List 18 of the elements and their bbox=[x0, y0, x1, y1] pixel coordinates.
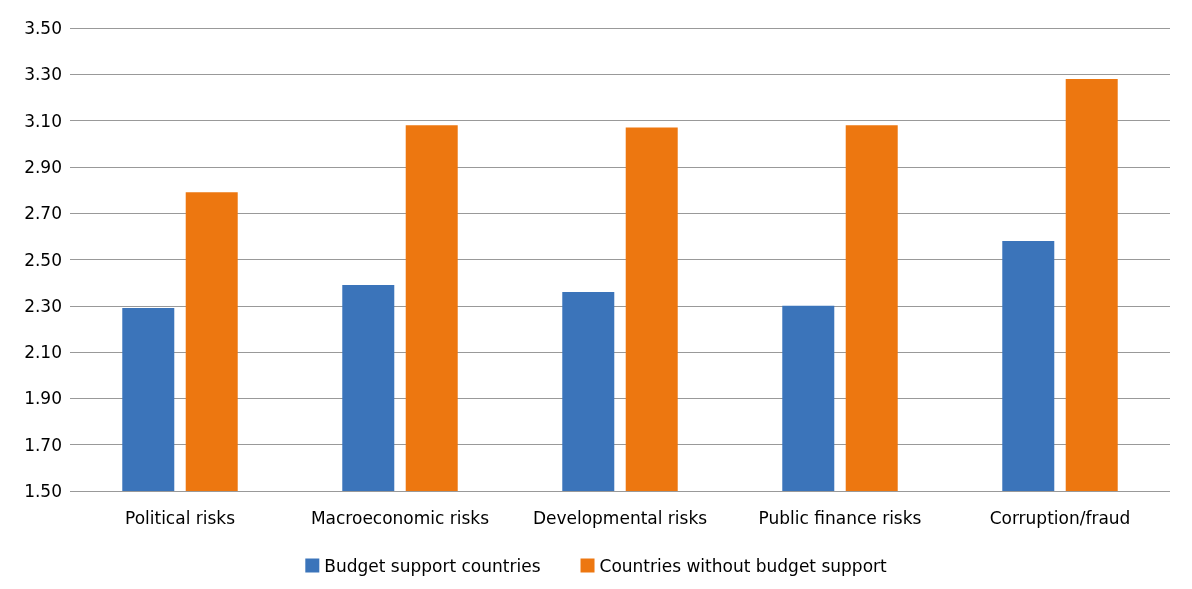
x-tick-label: Public finance risks bbox=[758, 507, 922, 528]
y-tick-label: 1.50 bbox=[24, 481, 62, 501]
x-tick-label: Macroeconomic risks bbox=[310, 507, 490, 528]
legend-label: Countries without budget support bbox=[599, 555, 888, 576]
y-tick-label: 1.70 bbox=[24, 434, 62, 455]
y-tick-label: 2.10 bbox=[24, 342, 62, 363]
x-tick-label: Developmental risks bbox=[532, 507, 708, 528]
legend-label: Budget support countries bbox=[324, 555, 541, 576]
x-tick-label: Corruption/fraud bbox=[989, 507, 1131, 528]
y-tick-label: 2.50 bbox=[24, 249, 62, 270]
y-tick-label: 1.90 bbox=[24, 388, 62, 409]
y-tick-label: 3.50 bbox=[24, 18, 62, 38]
y-tick-label: 3.30 bbox=[24, 64, 62, 85]
y-tick-label: 2.90 bbox=[24, 156, 62, 177]
y-tick-label: 3.10 bbox=[24, 110, 62, 131]
y-tick-label: 2.70 bbox=[24, 203, 62, 224]
y-tick-label: 2.30 bbox=[24, 295, 62, 316]
x-tick-label: Political risks bbox=[124, 507, 236, 528]
